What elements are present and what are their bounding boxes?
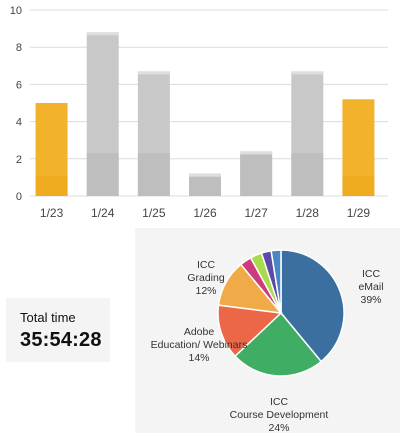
x-tick-label: 1/26: [193, 206, 217, 220]
pie-label: ICC eMail 39%: [358, 268, 383, 306]
pie-slice[interactable]: [280, 249, 345, 363]
pie-label: ICC Course Development 24%: [230, 396, 329, 433]
y-tick-label: 8: [16, 42, 22, 54]
y-tick-label: 10: [10, 5, 22, 17]
bar-1/25[interactable]: [137, 71, 170, 196]
pie-label-line: ICC: [197, 259, 216, 271]
pie-label: ICC Grading 12%: [187, 259, 225, 297]
bar-chart: 0 2 4 6 8 10 1/23 1/24 1/25 1/26 1/27 1/28 1/29: [10, 5, 388, 220]
bar-shade: [291, 153, 324, 196]
total-time-card: Total time 35:54:28: [6, 298, 110, 362]
pie-label-line: Education/ Webinars: [151, 339, 248, 351]
pie-slice[interactable]: [234, 311, 323, 377]
y-tick-label: 0: [16, 191, 22, 203]
y-tick-label: 4: [16, 117, 22, 129]
bar-1/23[interactable]: [35, 103, 68, 196]
pie-label-line: eMail: [358, 281, 383, 293]
bar-1/28[interactable]: [291, 71, 324, 196]
total-time-value: 35:54:28: [20, 329, 102, 351]
bar-shade: [189, 173, 221, 196]
bar-edge: [240, 151, 273, 155]
x-tick-label: 1/23: [40, 206, 64, 220]
bar-edge: [86, 32, 119, 36]
total-time-label: Total time: [20, 310, 76, 325]
x-tick-label: 1/25: [142, 206, 166, 220]
bar-shade: [86, 153, 119, 196]
pie-label: Adobe Education/ Webinars 14%: [151, 326, 248, 364]
y-tick-label: 6: [16, 79, 22, 91]
bar-chart-panel: 0 2 4 6 8 10 1/23 1/24 1/25 1/26 1/27 1/28 1/29: [9, 5, 388, 220]
pie-label-line: Adobe: [184, 326, 215, 338]
x-tick-label: 1/24: [91, 206, 115, 220]
pie-label-line: 39%: [360, 294, 381, 306]
pie-label-line: 24%: [268, 422, 289, 433]
bar-1/29[interactable]: [342, 99, 375, 196]
bar-edge: [291, 71, 324, 75]
bar-edge: [189, 173, 221, 177]
pie-chart: ICC eMail 39%ICC Course Development 24%Adobe…: [151, 249, 384, 434]
pie-label-line: Grading: [187, 272, 225, 284]
pie-chart-panel: ICC eMail 39% ICC Course Development 24% Adobe…: [135, 228, 400, 434]
bar-1/26[interactable]: [189, 173, 221, 196]
x-tick-label: 1/29: [347, 206, 371, 220]
bar-shade: [342, 176, 375, 196]
bar-shade: [240, 153, 273, 196]
bar-1/27[interactable]: [240, 151, 273, 196]
pie-label-line: 14%: [188, 352, 209, 364]
bar-edge: [137, 71, 170, 75]
x-tick-label: 1/27: [244, 206, 268, 220]
x-tick-label: 1/28: [296, 206, 320, 220]
pie-label-line: Course Development: [230, 409, 329, 421]
pie-label-line: ICC: [362, 268, 381, 280]
pie-slice[interactable]: [217, 304, 283, 358]
pie-label-line: ICC: [270, 396, 289, 408]
bar-1/24[interactable]: [86, 32, 119, 196]
bar-shade: [137, 153, 170, 196]
y-tick-label: 2: [16, 154, 22, 166]
pie-slice[interactable]: [270, 249, 282, 314]
pie-label-line: 12%: [195, 285, 216, 297]
bar-shade: [35, 176, 68, 196]
